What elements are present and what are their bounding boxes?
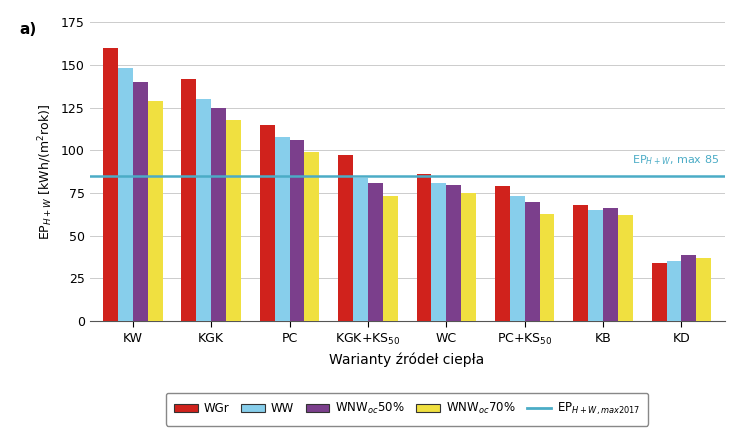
Bar — [573, 205, 588, 321]
Bar — [368, 183, 382, 321]
Bar — [509, 197, 524, 321]
Bar — [446, 185, 461, 321]
Bar — [103, 48, 118, 321]
Bar — [338, 156, 353, 321]
Bar — [211, 107, 226, 321]
Bar — [618, 215, 633, 321]
Bar — [305, 152, 319, 321]
Bar — [461, 193, 476, 321]
Bar — [417, 174, 432, 321]
Bar — [290, 140, 305, 321]
Legend: WGr, WW, WNW$_{oc}$50%, WNW$_{oc}$70%, EP$_{H+W,max 2017}$: WGr, WW, WNW$_{oc}$50%, WNW$_{oc}$70%, E… — [166, 393, 648, 425]
Bar — [696, 258, 711, 321]
Bar — [148, 101, 163, 321]
Bar — [382, 197, 397, 321]
Y-axis label: EP$_{H+W}$ [kWh/(m$^2$rok)]: EP$_{H+W}$ [kWh/(m$^2$rok)] — [37, 103, 55, 240]
Bar — [353, 178, 368, 321]
Bar — [524, 202, 539, 321]
X-axis label: Warianty źródeł ciepła: Warianty źródeł ciepła — [329, 352, 485, 367]
Bar — [603, 208, 618, 321]
Bar — [495, 186, 509, 321]
Bar — [275, 137, 290, 321]
Bar — [226, 120, 241, 321]
Bar — [196, 99, 211, 321]
Bar — [432, 183, 446, 321]
Bar — [681, 255, 696, 321]
Bar — [651, 263, 666, 321]
Bar — [182, 78, 196, 321]
Bar — [588, 210, 603, 321]
Bar — [260, 125, 275, 321]
Bar — [666, 261, 681, 321]
Bar — [118, 68, 133, 321]
Bar — [133, 82, 148, 321]
Bar — [539, 214, 554, 321]
Text: EP$_{H+W}$, max 85: EP$_{H+W}$, max 85 — [632, 153, 719, 167]
Text: a): a) — [19, 22, 37, 37]
